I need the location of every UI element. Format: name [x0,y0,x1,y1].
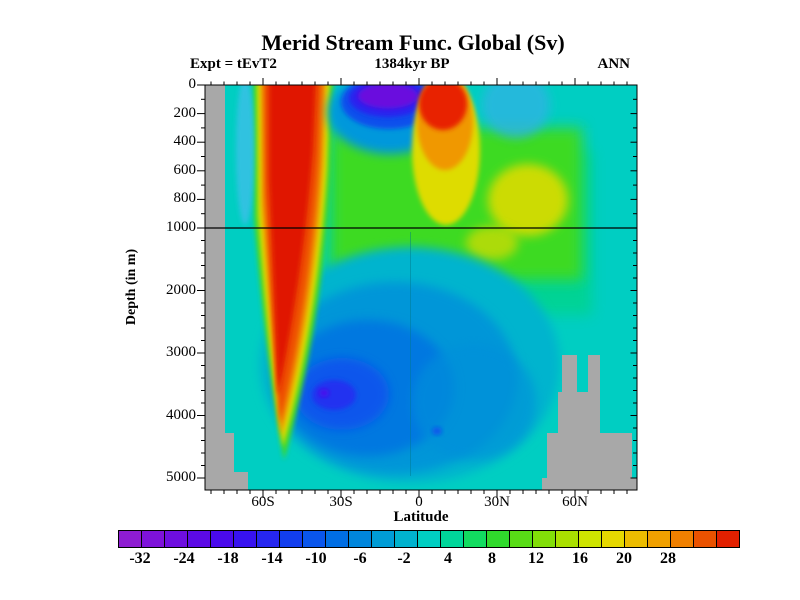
colorbar-cell [372,531,395,547]
y-tick-label: 1000 [166,219,196,235]
x-tick-label: 60S [251,494,275,510]
colorbar-cell [464,531,487,547]
season-label: ANN [597,56,631,72]
colorbar-cell [441,531,464,547]
colorbar-cell [717,531,739,547]
colorbar-cell [487,531,510,547]
experiment-label: Expt = tEvT2 [190,56,277,72]
plot-frame [204,84,638,491]
colorbar [118,530,740,548]
colorbar-tick-label: -14 [261,550,283,567]
colorbar-cell [349,531,372,547]
colorbar-cell [556,531,579,547]
colorbar-cell [119,531,142,547]
colorbar-tick-label: 4 [444,550,452,567]
colorbar-cell [671,531,694,547]
colorbar-cell [395,531,418,547]
colorbar-cell [694,531,717,547]
colorbar-tick-label: -18 [217,550,239,567]
colorbar-tick-label: -24 [173,550,195,567]
y-tick-label: 800 [173,190,197,207]
y-tick-label: 600 [173,161,197,178]
colorbar-cell [326,531,349,547]
colorbar-cell [280,531,303,547]
colorbar-tick-label: -2 [397,550,411,567]
contour-field [205,85,637,490]
colorbar-tick-label: -10 [305,550,327,567]
y-tick-label: 5000 [166,469,196,485]
colorbar-cell [211,531,234,547]
x-tick-label: 0 [415,494,423,510]
y-tick-label: 4000 [166,406,196,423]
colorbar-cell [602,531,625,547]
colorbar-cell [142,531,165,547]
colorbar-cell [234,531,257,547]
colorbar-tick-label: 12 [528,550,544,567]
colorbar-cell [625,531,648,547]
axis-ticks [197,78,637,498]
colorbar-cell [257,531,280,547]
colorbar-cell [418,531,441,547]
colorbar-cell [165,531,188,547]
colorbar-cell [510,531,533,547]
y-tick-label: 2000 [166,281,196,298]
colorbar-tick-label: 8 [488,550,496,567]
colorbar-cell [533,531,556,547]
x-tick-label: 30N [484,494,510,510]
colorbar-cell [188,531,211,547]
colorbar-cell [579,531,602,547]
x-axis-title: Latitude [393,509,449,525]
colorbar-tick-label: -32 [129,550,151,567]
x-tick-label: 30S [329,494,353,510]
colorbar-cell [303,531,326,547]
colorbar-cell [648,531,671,547]
y-tick-label: 3000 [166,344,196,360]
colorbar-tick-label: 16 [572,550,588,567]
time-label: 1384kyr BP [374,56,450,72]
colorbar-tick-label: 28 [660,550,676,567]
y-tick-label: 200 [173,104,197,121]
colorbar-tick-label: 20 [616,550,632,567]
y-tick-label: 0 [188,76,197,92]
page-title: Merid Stream Func. Global (Sv) [261,30,565,55]
x-tick-label: 60N [562,494,588,510]
y-tick-label: 400 [173,133,197,150]
land-mask [205,85,637,490]
colorbar-tick-label: -6 [353,550,367,567]
